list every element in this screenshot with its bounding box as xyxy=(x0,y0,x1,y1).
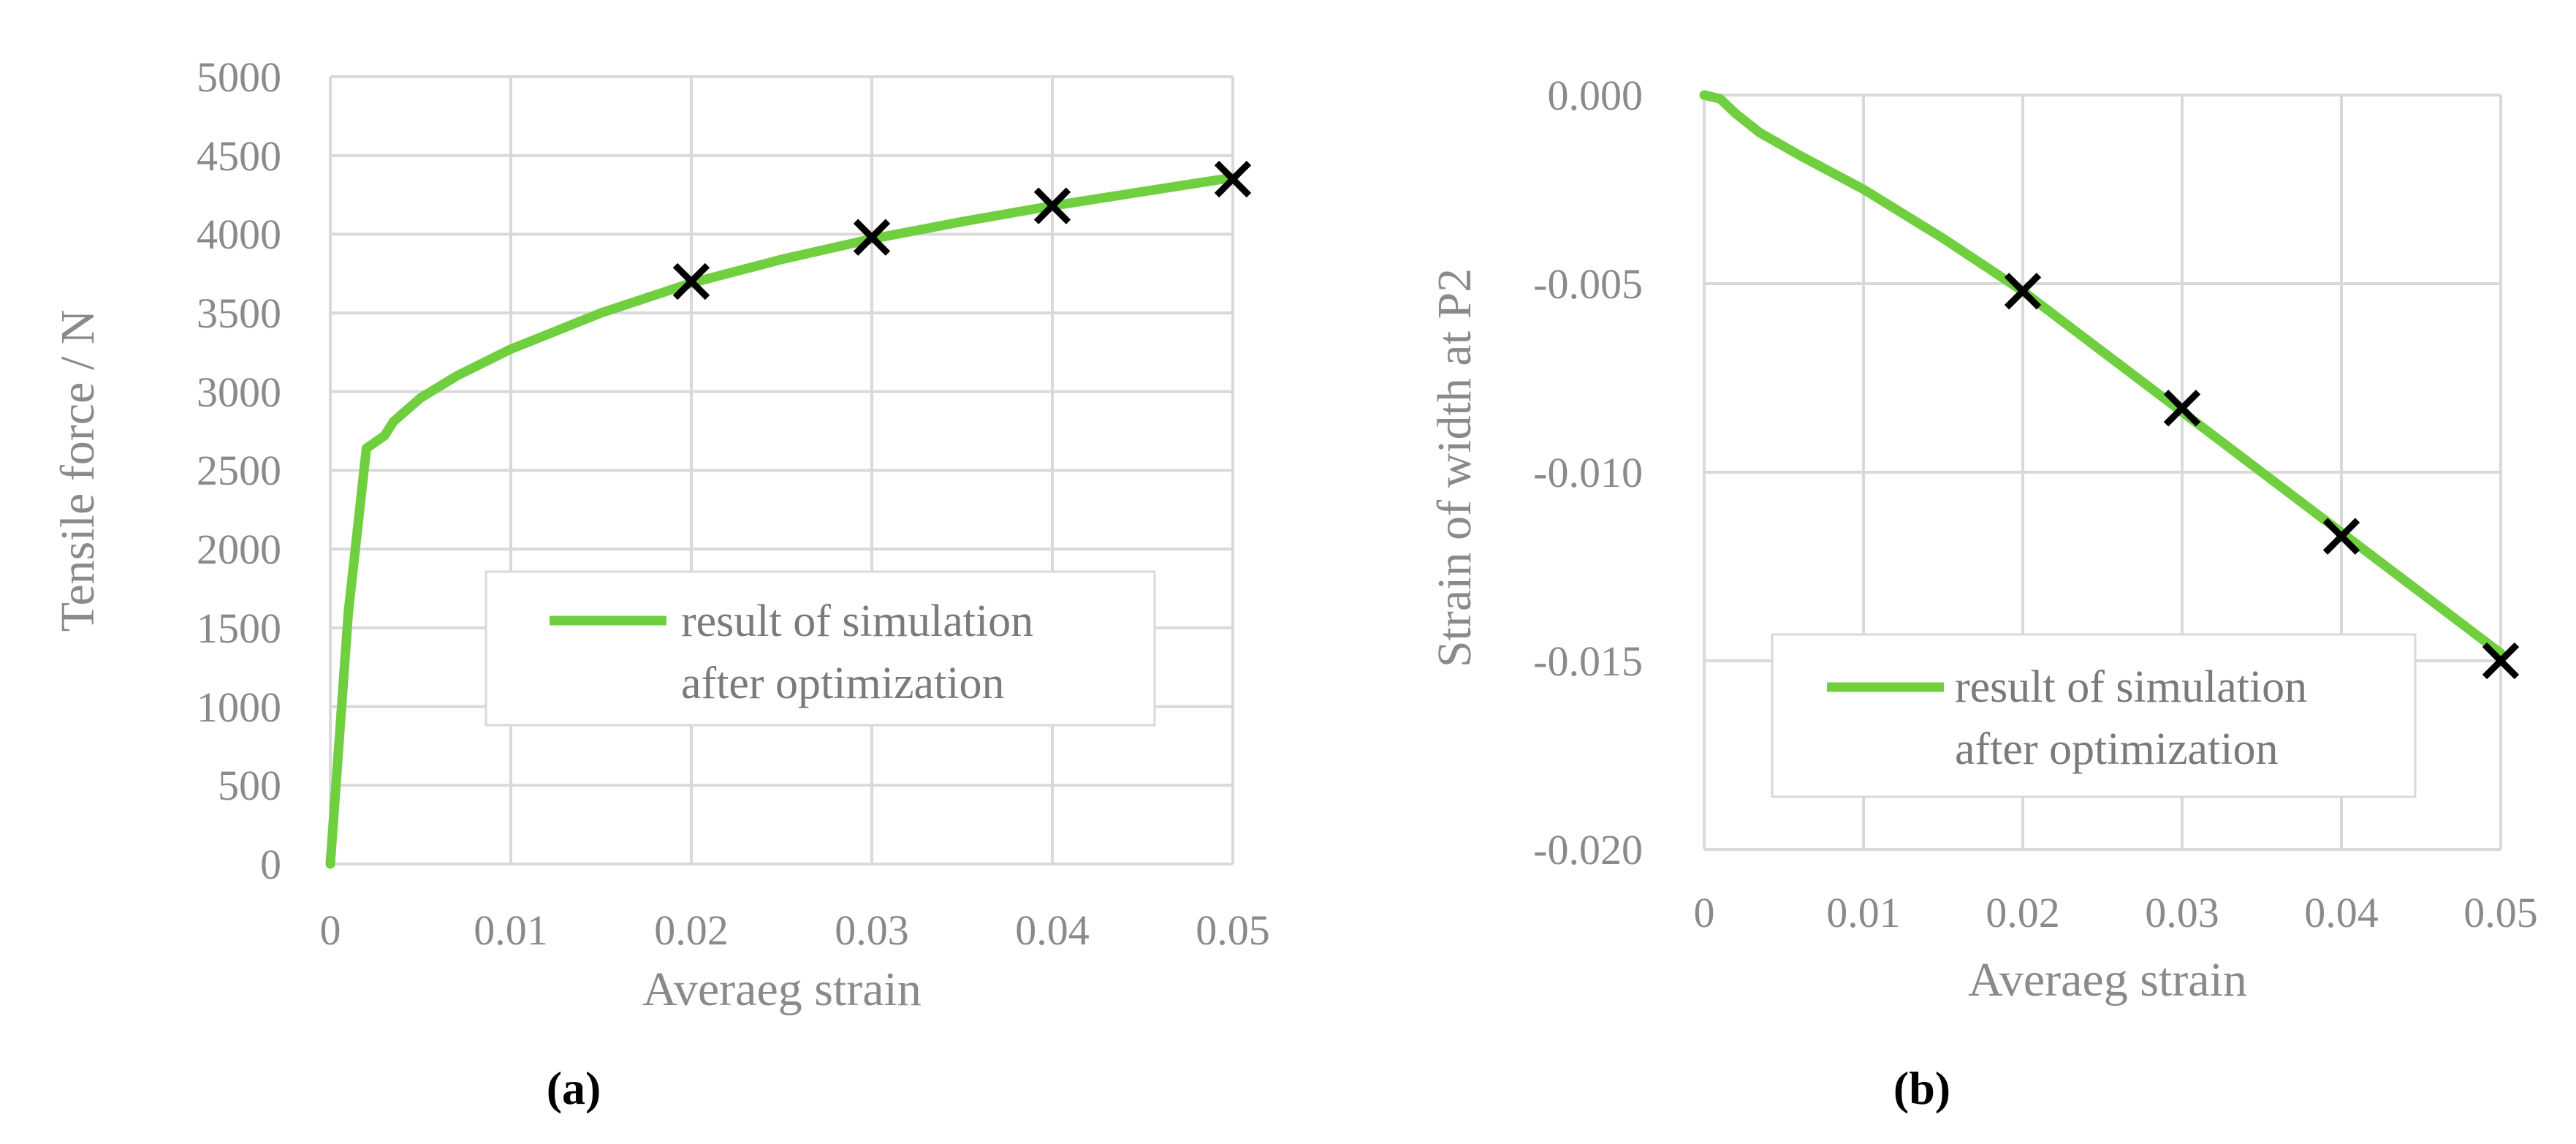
chart-a-x-axis-title: Averaeg strain xyxy=(642,963,922,1016)
chart-a-y-tick-label: 5000 xyxy=(197,53,281,101)
chart-b-legend-label-line2: after optimization xyxy=(1955,724,2278,774)
chart-b-series-line xyxy=(1699,90,2506,659)
chart-b-y-tick-label: -0.005 xyxy=(1533,260,1643,308)
chart-b-panel-label: (b) xyxy=(1893,1062,1950,1114)
chart-a-legend-label-line2: after optimization xyxy=(681,659,1004,708)
chart-b-data-point-marker xyxy=(2163,390,2201,427)
chart-a-x-tick-label: 0 xyxy=(320,906,341,954)
chart-b-x-tick-label: 0.03 xyxy=(2145,889,2219,936)
chart-b-y-axis-title: Strain of width at P2 xyxy=(1428,268,1481,667)
chart-a-y-ticks: 5000 4500 4000 3500 3000 2500 2000 1500 … xyxy=(197,53,281,888)
chart-b-y-ticks: 0.000 -0.005 -0.010 -0.015 -0.020 xyxy=(1533,72,1643,874)
chart-a-y-tick-label: 0 xyxy=(260,841,281,888)
chart-a-y-tick-label: 1500 xyxy=(197,605,281,652)
chart-a-x-tick-label: 0.04 xyxy=(1015,906,1090,954)
chart-a-y-tick-label: 500 xyxy=(218,762,281,809)
chart-a-data-point-marker xyxy=(1214,160,1252,198)
chart-b-y-tick-label: -0.010 xyxy=(1533,449,1643,496)
chart-a-data-point-marker xyxy=(672,262,710,300)
chart-b-x-tick-label: 0.05 xyxy=(2463,889,2538,936)
chart-b-x-tick-label: 0 xyxy=(1694,889,1715,936)
chart-a-legend-box xyxy=(485,570,1156,727)
chart-a-y-tick-label: 2000 xyxy=(197,526,281,573)
chart-a-y-tick-label: 4000 xyxy=(197,211,281,258)
chart-a-x-tick-label: 0.03 xyxy=(835,906,909,954)
chart-b-y-tick-label: -0.020 xyxy=(1533,826,1643,874)
chart-b-legend: result of simulation after optimization xyxy=(1771,633,2417,798)
chart-a-x-tick-label: 0.01 xyxy=(474,906,548,954)
chart-a-data-point-marker xyxy=(1033,187,1071,224)
chart-b-markers xyxy=(2004,273,2520,680)
chart-b-x-tick-label: 0.02 xyxy=(1986,889,2060,936)
chart-b-legend-label-line1: result of simulation xyxy=(1955,662,2307,712)
chart-a-panel-label: (a) xyxy=(547,1062,601,1114)
chart-a-x-tick-label: 0.02 xyxy=(654,906,729,954)
chart-b-x-ticks: 0 0.01 0.02 0.03 0.04 0.05 xyxy=(1694,889,2538,936)
chart-b-x-tick-label: 0.01 xyxy=(1826,889,1901,936)
chart-a-y-tick-label: 2500 xyxy=(197,447,281,494)
chart-b-x-axis-title: Averaeg strain xyxy=(1968,953,2247,1007)
chart-a-x-tick-label: 0.05 xyxy=(1196,906,1270,954)
chart-a-y-tick-label: 3000 xyxy=(197,368,281,416)
chart-a-y-tick-label: 1000 xyxy=(197,683,281,731)
chart-b-y-tick-label: 0.000 xyxy=(1548,72,1644,119)
chart-b-y-tick-label: -0.015 xyxy=(1533,637,1643,685)
chart-a-markers xyxy=(672,160,1252,300)
chart-a-legend-label-line1: result of simulation xyxy=(681,596,1033,646)
chart-b-data-point-marker xyxy=(2004,273,2042,310)
chart-b-data-point-marker xyxy=(2322,518,2360,555)
chart-b-data-point-marker xyxy=(2482,642,2520,680)
chart-b: 0.000 -0.005 -0.010 -0.015 -0.020 0 0.01… xyxy=(1428,72,2538,1114)
chart-b-x-tick-label: 0.04 xyxy=(2304,889,2379,936)
chart-a-data-point-marker xyxy=(853,219,891,256)
chart-a-legend: result of simulation after optimization xyxy=(485,570,1156,727)
chart-a-series-line xyxy=(325,173,1238,869)
chart-b-grid xyxy=(1703,94,2502,851)
chart-a-y-tick-label: 4500 xyxy=(197,132,281,180)
chart-a-x-ticks: 0 0.01 0.02 0.03 0.04 0.05 xyxy=(320,906,1270,954)
chart-b-legend-box xyxy=(1771,633,2417,798)
chart-a: 5000 4500 4000 3500 3000 2500 2000 1500 … xyxy=(51,53,1270,1114)
chart-a-y-tick-label: 3500 xyxy=(197,289,281,337)
chart-a-y-axis-title: Tensile force / N xyxy=(51,310,105,632)
